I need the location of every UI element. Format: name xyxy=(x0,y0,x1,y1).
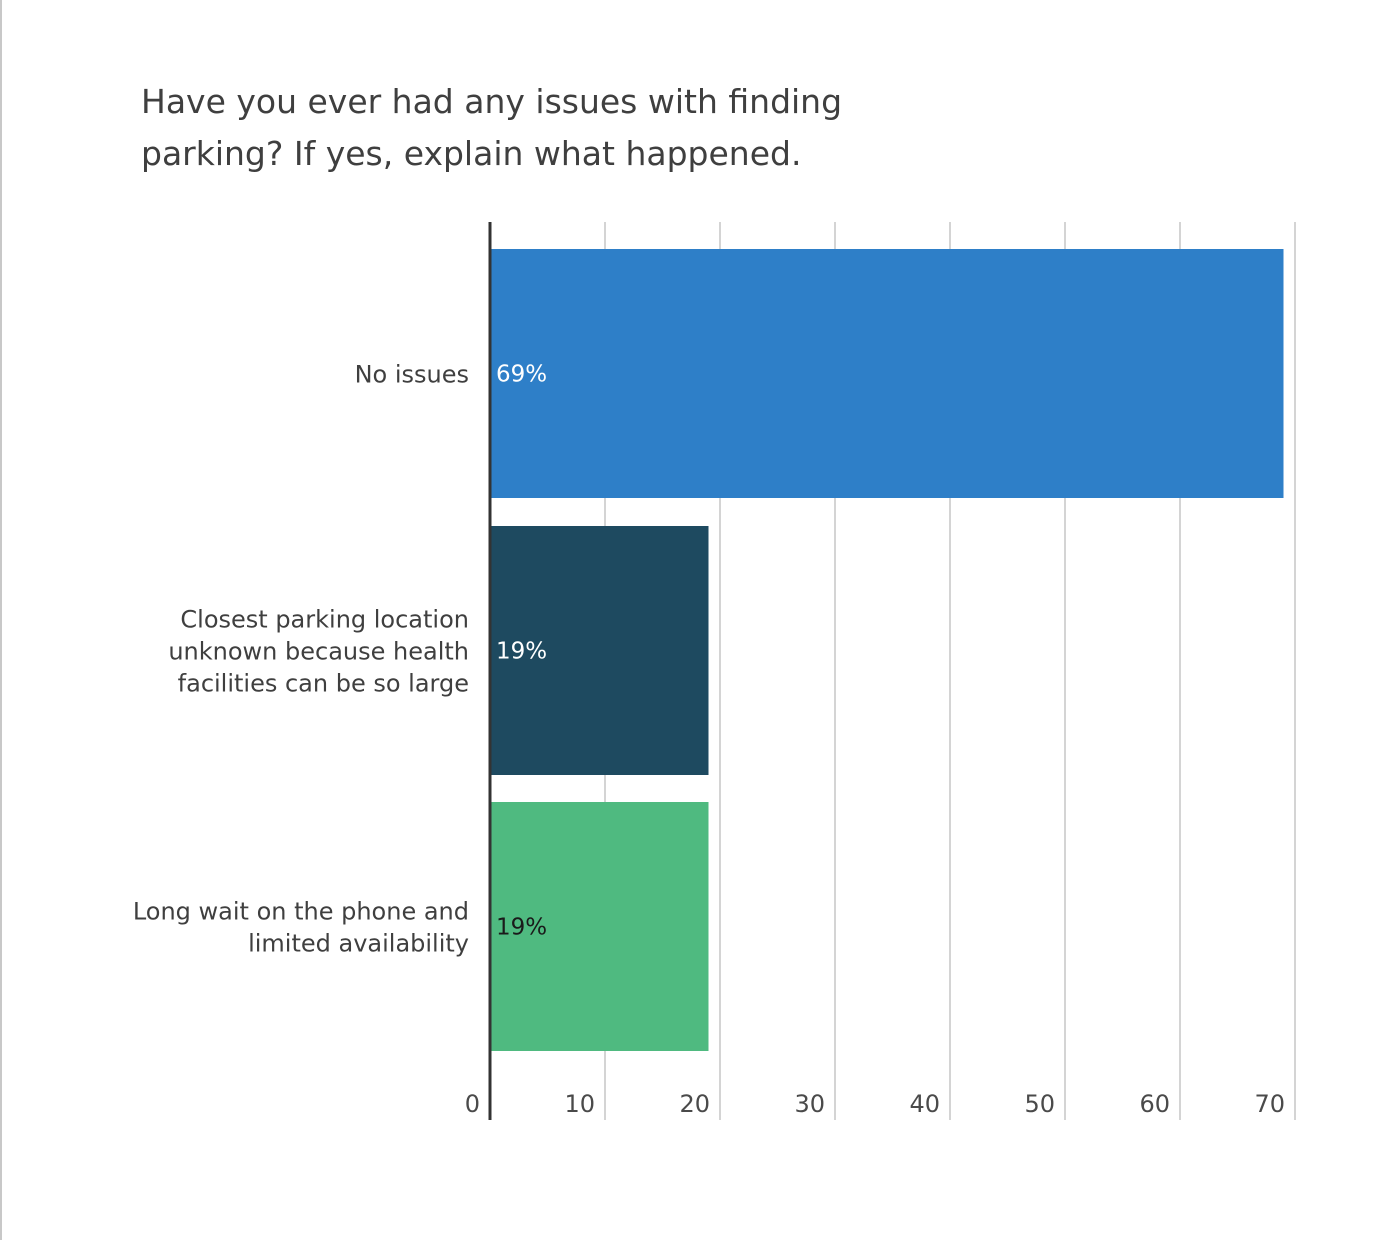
x-tick-label-10: 10 xyxy=(564,1090,595,1118)
category-label-2-line-2: unknown because health xyxy=(168,638,469,666)
bar-1 xyxy=(490,249,1284,498)
x-tick-label-20: 20 xyxy=(679,1090,710,1118)
chart-title: Have you ever had any issues with findin… xyxy=(141,76,941,180)
category-label-2-line-3: facilities can be so large xyxy=(178,670,469,698)
data-label-1: 69% xyxy=(496,362,547,388)
category-label-1-line-1: No issues xyxy=(355,361,469,389)
x-tick-label-70: 70 xyxy=(1254,1090,1285,1118)
data-label-3: 19% xyxy=(496,915,547,941)
x-tick-label-0: 0 xyxy=(465,1090,480,1118)
chart-title-line-2: parking? If yes, explain what happened. xyxy=(141,134,802,173)
category-label-1: No issues xyxy=(355,361,469,389)
x-tick-label-60: 60 xyxy=(1139,1090,1170,1118)
category-label-3-line-1: Long wait on the phone and xyxy=(133,898,469,926)
bar-2 xyxy=(490,526,709,775)
x-tick-label-40: 40 xyxy=(909,1090,940,1118)
bar-3 xyxy=(490,802,709,1051)
category-label-2: Closest parking location unknown because … xyxy=(168,606,469,698)
chart-title-line-1: Have you ever had any issues with findin… xyxy=(141,82,843,121)
x-tick-label-50: 50 xyxy=(1024,1090,1055,1118)
x-tick-label-30: 30 xyxy=(794,1090,825,1118)
category-label-2-line-1: Closest parking location xyxy=(180,606,469,634)
category-label-3: Long wait on the phone and limited availa… xyxy=(133,898,469,958)
data-label-2: 19% xyxy=(496,639,547,665)
category-label-3-line-2: limited availability xyxy=(248,930,469,958)
frame-edge xyxy=(0,0,2,1240)
